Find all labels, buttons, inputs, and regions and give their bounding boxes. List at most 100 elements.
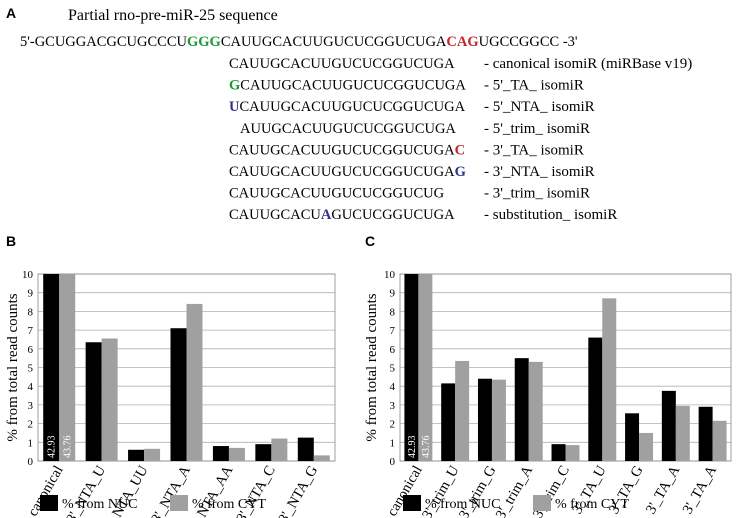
sequence-segment: U bbox=[229, 99, 240, 115]
y-tick-label: 1 bbox=[390, 437, 396, 449]
bar bbox=[144, 448, 161, 461]
bar bbox=[255, 444, 272, 461]
isomir-sequence: GCAUUGCACUUGUCUCGGUCUGA bbox=[229, 78, 466, 94]
bar bbox=[297, 437, 314, 461]
bar bbox=[712, 420, 727, 461]
bar bbox=[565, 445, 580, 461]
isomir-sequence: CAUUGCACUUGUCUCGGUCUGA bbox=[229, 56, 455, 72]
sequence-segment: 5'-GCUGGACGCUGCCCU bbox=[20, 34, 187, 50]
bar bbox=[404, 274, 419, 461]
isomir-label: - 3'_NTA_ isomiR bbox=[484, 164, 595, 180]
isomir-sequence: CAUUGCACUUGUCUCGGUCUG bbox=[229, 186, 445, 202]
y-tick-label: 9 bbox=[390, 288, 396, 300]
bar bbox=[477, 378, 492, 461]
legend-label: % from CYT bbox=[555, 497, 629, 512]
legend-label: % from CYT bbox=[192, 497, 266, 512]
data-label: 42.93 bbox=[47, 436, 58, 459]
legend-swatch bbox=[403, 495, 421, 511]
bar bbox=[602, 298, 617, 461]
y-axis-label: % from total read counts bbox=[5, 293, 21, 441]
y-tick-label: 10 bbox=[384, 269, 396, 281]
y-tick-label: 2 bbox=[390, 419, 396, 431]
y-tick-label: 1 bbox=[28, 437, 34, 449]
sequence-segment: CAUUGCACUUGUCUCGGUCUG bbox=[229, 186, 445, 202]
isomir-label: - 3'_trim_ isomiR bbox=[484, 186, 590, 202]
x-tick-label: 3'_NTA_G bbox=[276, 463, 322, 518]
bar bbox=[491, 379, 506, 461]
x-tick-label: 3'_TA_A bbox=[643, 463, 684, 517]
y-tick-label: 4 bbox=[28, 381, 34, 393]
sequence-segment: CAUUGCACUUGUCUCGGUCUGA bbox=[229, 164, 455, 180]
bar bbox=[675, 405, 690, 461]
panel-title: Partial rno-pre-miR-25 sequence bbox=[68, 7, 278, 24]
y-tick-label: 2 bbox=[28, 419, 34, 431]
bar bbox=[43, 274, 60, 461]
sequence-segment: C bbox=[455, 142, 465, 158]
isomir-label: - 5'_TA_ isomiR bbox=[484, 78, 584, 94]
y-tick-label: 0 bbox=[390, 456, 396, 468]
bar bbox=[441, 383, 456, 461]
x-tick-label: 3'_TA_A bbox=[680, 463, 721, 517]
data-label: 42.93 bbox=[407, 436, 418, 459]
y-tick-label: 6 bbox=[28, 344, 34, 356]
sequence-segment: CAUUGCACU bbox=[229, 207, 321, 223]
y-axis-label: % from total read counts bbox=[364, 293, 380, 441]
y-tick-label: 3 bbox=[28, 400, 34, 412]
isomir-sequence: UCAUUGCACUUGUCUCGGUCUGA bbox=[229, 99, 466, 115]
legend-swatch bbox=[533, 495, 551, 511]
sequence-segment: CAUUGCACUUGUCUCGGUCUGA bbox=[240, 78, 466, 94]
bar bbox=[528, 361, 543, 461]
isomir-label: - 5'_NTA_ isomiR bbox=[484, 99, 595, 115]
legend-label: % from NUC bbox=[62, 497, 137, 512]
panel-letter: A bbox=[6, 5, 16, 21]
sequence-segment: GUCUCGGUCUGA bbox=[331, 207, 455, 223]
bar bbox=[212, 446, 229, 461]
y-tick-label: 6 bbox=[390, 344, 396, 356]
sequence-segment: -3' bbox=[559, 34, 577, 50]
bar bbox=[313, 455, 330, 461]
isomir-label: - 5'_trim_ isomiR bbox=[484, 121, 590, 137]
isomir-label: - canonical isomiR (miRBase v19) bbox=[484, 56, 692, 72]
y-tick-label: 7 bbox=[390, 325, 396, 337]
bar bbox=[661, 390, 676, 461]
y-tick-label: 5 bbox=[390, 363, 396, 375]
sequence-segment: CAG bbox=[446, 34, 478, 50]
sequence-segment: CAUUGCACUUGUCUCGGUCUGA bbox=[229, 56, 455, 72]
bar bbox=[455, 360, 470, 461]
bar bbox=[101, 338, 118, 461]
sequence-segment: UGCCGGCC bbox=[479, 34, 560, 50]
panel-letter: B bbox=[6, 233, 16, 249]
legend-swatch bbox=[40, 495, 58, 511]
y-tick-label: 3 bbox=[390, 400, 396, 412]
bar bbox=[514, 358, 529, 461]
y-tick-label: 4 bbox=[390, 381, 396, 393]
isomir-label: - substitution_ isomiR bbox=[484, 207, 617, 223]
bar bbox=[170, 328, 187, 461]
bar bbox=[698, 406, 713, 461]
isomir-sequence: CAUUGCACUUGUCUCGGUCUGAC bbox=[229, 142, 465, 158]
y-tick-label: 10 bbox=[22, 269, 34, 281]
bar bbox=[59, 274, 76, 461]
data-label: 43.76 bbox=[421, 436, 432, 459]
y-tick-label: 9 bbox=[28, 288, 34, 300]
data-label: 43.76 bbox=[63, 436, 74, 459]
panel-letter: C bbox=[365, 233, 375, 249]
bar bbox=[85, 342, 102, 461]
sequence-segment: AUUGCACUUGUCUCGGUCUGA bbox=[240, 121, 456, 137]
sequence-segment: G bbox=[229, 78, 240, 94]
isomir-label: - 3'_TA_ isomiR bbox=[484, 142, 584, 158]
bar bbox=[639, 432, 654, 461]
legend-label: % from NUC bbox=[425, 497, 500, 512]
sequence-segment: GGG bbox=[187, 34, 221, 50]
sequence-segment: G bbox=[455, 164, 466, 180]
isomir-sequence: CAUUGCACUAGUCUCGGUCUGA bbox=[229, 207, 455, 223]
bar bbox=[186, 303, 203, 461]
y-tick-label: 8 bbox=[390, 306, 396, 318]
y-tick-label: 8 bbox=[28, 306, 34, 318]
sequence-segment: CAUUGCACUUGUCUCGGUCUGA bbox=[239, 99, 465, 115]
isomir-sequence: AUUGCACUUGUCUCGGUCUGA bbox=[240, 121, 456, 137]
y-tick-label: 5 bbox=[28, 363, 34, 375]
bar bbox=[228, 447, 245, 461]
precursor-sequence: 5'-GCUGGACGCUGCCCUGGGCAUUGCACUUGUCUCGGUC… bbox=[20, 34, 578, 50]
